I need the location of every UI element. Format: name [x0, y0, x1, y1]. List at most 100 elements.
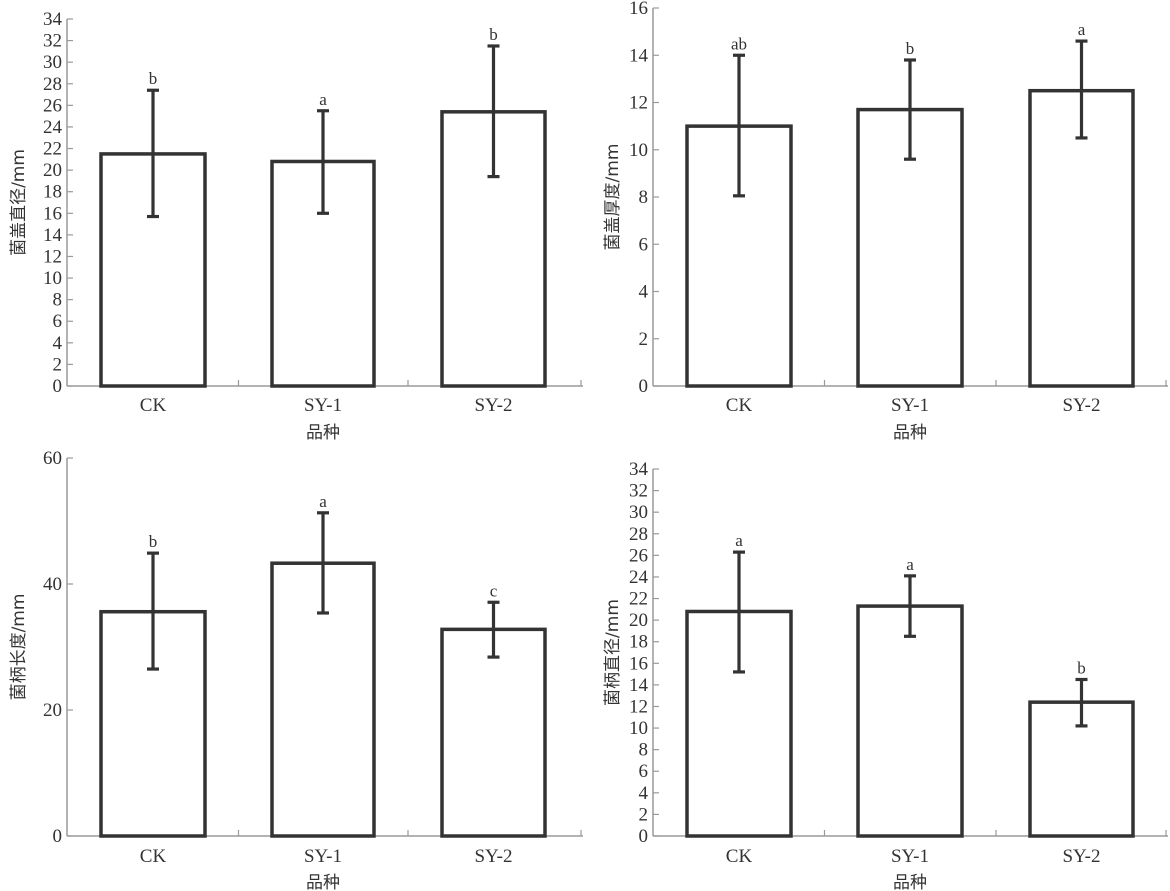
y-tick-label: 30 [43, 52, 62, 73]
x-tick-label: SY-2 [474, 846, 512, 867]
y-tick-label: 8 [639, 740, 649, 761]
y-tick-label: 12 [629, 696, 648, 717]
x-tick-label: SY-1 [304, 395, 342, 416]
significance-label: a [1078, 20, 1086, 39]
error-bar-sy-1 [904, 58, 916, 161]
y-tick-label: 8 [53, 290, 63, 311]
x-tick-label: SY-1 [891, 846, 929, 867]
significance-label: b [149, 69, 158, 88]
significance-label: ab [731, 34, 747, 53]
chart-panel-bottom-left: 0 20 40 60 b CK a SY-1 c SY-2 品种 菌柄长度/mm [9, 448, 583, 891]
error-bar-sy-1 [317, 109, 329, 215]
y-tick-label: 10 [43, 268, 62, 289]
y-axis-title: 菌柄直径/mm [603, 599, 623, 706]
y-tick-label: 18 [43, 182, 62, 203]
x-tick-label: CK [726, 846, 753, 867]
y-tick-label: 12 [43, 246, 62, 267]
significance-label: a [319, 492, 327, 511]
y-tick-label: 0 [53, 376, 63, 397]
bar-sy-1 [856, 604, 964, 838]
error-bar-sy-2 [1075, 39, 1088, 140]
x-axis-title: 品种 [306, 423, 340, 443]
y-tick-label: 14 [629, 45, 649, 66]
y-axis-title: 菌盖直径/mm [9, 149, 29, 256]
error-bar-sy-2 [1075, 677, 1088, 728]
y-tick-label: 4 [639, 282, 649, 303]
y-tick-label: 2 [53, 354, 63, 375]
y-tick-label: 24 [629, 567, 649, 588]
y-tick-label: 14 [43, 225, 63, 246]
y-tick-label: 40 [43, 574, 62, 595]
x-axis-title: 品种 [893, 873, 927, 891]
error-bar-sy-1 [904, 574, 916, 638]
y-tick-label: 0 [53, 826, 63, 847]
significance-label: b [1077, 658, 1086, 677]
x-tick-label: SY-2 [474, 395, 512, 416]
y-tick-label: 14 [629, 675, 649, 696]
y-tick-label: 4 [639, 783, 649, 804]
x-tick-label: SY-1 [304, 846, 342, 867]
y-tick-label: 16 [43, 203, 62, 224]
x-tick-label: CK [140, 846, 167, 867]
x-tick-label: CK [140, 395, 167, 416]
significance-label: a [906, 555, 914, 574]
y-tick-label: 0 [639, 826, 649, 847]
y-tick-label: 32 [629, 481, 648, 502]
y-tick-label: 32 [43, 31, 62, 52]
y-tick-label: 34 [629, 459, 649, 480]
y-tick-label: 16 [629, 0, 648, 19]
y-tick-label: 20 [43, 160, 62, 181]
x-tick-label: SY-1 [891, 395, 929, 416]
y-tick-label: 6 [639, 761, 649, 782]
x-axis-title: 品种 [306, 873, 340, 891]
bar-sy-2 [1028, 88, 1135, 388]
y-tick-label: 16 [629, 653, 648, 674]
y-tick-label: 34 [43, 9, 63, 30]
error-bar-ck [147, 88, 159, 219]
significance-label: b [906, 39, 915, 58]
y-tick-label: 28 [629, 524, 648, 545]
y-tick-label: 20 [43, 700, 62, 721]
y-tick-label: 18 [629, 632, 648, 653]
significance-label: b [489, 25, 498, 44]
significance-label: c [490, 581, 498, 600]
y-tick-label: 2 [639, 804, 649, 825]
bar-sy-2 [440, 627, 547, 838]
chart-panel-top-right: 0 2 4 6 8 10 12 14 16 ab CK b SY-1 a SY-2 品种 菌盖厚度/mm [603, 0, 1168, 443]
error-bar-ck [147, 551, 159, 671]
x-tick-label: SY-2 [1062, 846, 1100, 867]
y-tick-label: 60 [43, 448, 62, 469]
y-tick-label: 12 [629, 93, 648, 114]
significance-label: a [735, 531, 743, 550]
error-bar-sy-1 [317, 511, 329, 615]
x-tick-label: SY-2 [1062, 395, 1100, 416]
y-tick-label: 20 [629, 610, 648, 631]
chart-panel-bottom-right: 0246810121416182022242628303234aCKaSY-1b… [603, 459, 1168, 891]
y-tick-label: 22 [43, 139, 62, 160]
y-tick-label: 22 [629, 589, 648, 610]
y-tick-label: 2 [639, 329, 649, 350]
y-tick-label: 28 [43, 74, 62, 95]
error-bar-sy-2 [487, 44, 500, 179]
y-tick-label: 6 [639, 234, 649, 255]
y-tick-label: 24 [43, 117, 63, 138]
significance-label: a [319, 90, 327, 109]
y-tick-label: 10 [629, 140, 648, 161]
y-axis-title: 菌柄长度/mm [9, 594, 29, 701]
y-tick-label: 30 [629, 502, 648, 523]
error-bar-sy-2 [487, 600, 500, 659]
y-tick-label: 26 [43, 95, 62, 116]
y-tick-label: 0 [639, 376, 649, 397]
error-bar-ck [733, 53, 745, 198]
y-tick-label: 6 [53, 311, 63, 332]
x-tick-label: CK [726, 395, 753, 416]
error-bar-ck [733, 550, 745, 674]
y-axis-title: 菌盖厚度/mm [603, 144, 623, 251]
x-axis-title: 品种 [893, 423, 927, 443]
chart-panel-top-left: 0246810121416182022242628303234bCKaSY-1b… [9, 9, 583, 443]
y-tick-label: 8 [639, 187, 649, 208]
significance-label: b [149, 532, 158, 551]
y-tick-label: 10 [629, 718, 648, 739]
y-tick-label: 26 [629, 545, 648, 566]
